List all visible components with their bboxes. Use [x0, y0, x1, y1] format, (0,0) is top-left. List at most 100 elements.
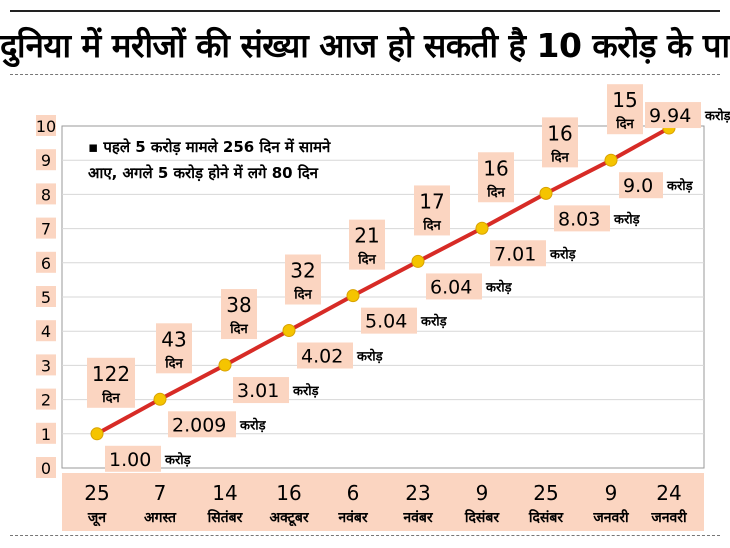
x-tick-month-6: दिसंबर — [464, 509, 501, 526]
annotation-line-1: आए, अगले 5 करोड़ होने में लगे 80 दिन — [88, 164, 319, 182]
data-point-3 — [282, 324, 296, 338]
days-label-6: 16 — [483, 156, 508, 180]
y-tick-bg-8 — [36, 183, 56, 205]
y-tick-bg-1 — [36, 422, 56, 444]
x-tick-month-8: जनवरी — [592, 509, 630, 526]
y-tick-label-10: 10 — [36, 117, 56, 136]
y-tick-bg-4 — [36, 320, 56, 342]
value-unit-4: करोड़ — [420, 314, 448, 330]
top-rule — [10, 10, 720, 12]
bottom-divider — [10, 535, 720, 536]
x-tick-day-6: 9 — [476, 481, 489, 505]
y-tick-bg-0 — [36, 457, 56, 478]
data-point-4 — [346, 289, 360, 303]
value-unit-9: करोड़ — [704, 108, 730, 124]
days-unit-5: दिन — [422, 217, 441, 233]
x-tick-month-3: अक्टूबर — [269, 510, 309, 527]
x-tick-day-9: 24 — [656, 481, 681, 505]
days-label-bg-5 — [414, 185, 450, 236]
x-tick-day-1: 7 — [154, 481, 167, 505]
days-label-bg-2 — [221, 289, 257, 340]
x-tick-day-4: 6 — [347, 481, 360, 505]
days-unit-6: दिन — [486, 184, 505, 200]
value-label-bg-2 — [233, 377, 289, 404]
days-unit-3: दिन — [293, 287, 312, 303]
days-unit-1: दिन — [164, 355, 183, 371]
value-label-bg-3 — [297, 342, 353, 369]
days-unit-0: दिन — [101, 390, 120, 406]
value-label-bg-5 — [426, 273, 482, 300]
days-unit-7: दिन — [550, 149, 569, 165]
data-point-5 — [411, 254, 425, 268]
value-unit-7: करोड़ — [613, 211, 641, 227]
x-tick-month-1: अगस्त — [144, 510, 177, 526]
y-tick-label-2: 2 — [41, 391, 51, 410]
title-divider — [10, 74, 720, 75]
y-tick-label-6: 6 — [41, 254, 51, 273]
y-tick-bg-9 — [36, 149, 56, 171]
value-label-7: 8.03 — [558, 208, 600, 230]
y-tick-label-0: 0 — [41, 459, 51, 478]
x-tick-day-7: 25 — [533, 481, 558, 505]
y-tick-label-1: 1 — [41, 425, 51, 444]
headline: दुनिया में मरीजों की संख्या आज हो सकती ह… — [0, 26, 730, 65]
days-label-8: 15 — [612, 88, 637, 112]
y-tick-label-4: 4 — [41, 322, 51, 341]
days-label-bg-0 — [87, 357, 135, 408]
value-label-bg-8 — [619, 172, 663, 199]
data-point-8 — [604, 153, 618, 167]
days-label-bg-7 — [542, 117, 578, 168]
x-tick-month-0: जून — [87, 510, 107, 527]
x-axis-band — [62, 473, 704, 531]
days-label-0: 122 — [92, 362, 130, 386]
y-tick-label-3: 3 — [41, 356, 51, 375]
data-point-0 — [90, 427, 104, 441]
days-label-4: 21 — [354, 224, 379, 248]
value-label-bg-6 — [490, 240, 546, 267]
x-tick-month-5: नवंबर — [402, 510, 434, 526]
value-unit-3: करोड़ — [356, 349, 384, 365]
x-tick-day-5: 23 — [405, 481, 430, 505]
value-label-0: 1.00 — [109, 449, 151, 471]
x-tick-month-7: दिसंबर — [528, 509, 565, 526]
days-label-1: 43 — [161, 327, 186, 351]
x-tick-day-8: 9 — [605, 481, 618, 505]
days-unit-2: दिन — [229, 321, 248, 337]
value-label-bg-4 — [361, 307, 417, 334]
days-unit-4: दिन — [357, 252, 376, 268]
y-tick-label-9: 9 — [41, 151, 51, 170]
y-tick-bg-3 — [36, 354, 56, 376]
value-label-bg-9 — [645, 102, 701, 129]
data-point-7 — [539, 186, 553, 200]
days-label-bg-3 — [285, 254, 321, 305]
series-line — [95, 126, 671, 436]
annotation-line-0: ▪ पहले 5 करोड़ मामले 256 दिन में सामने — [88, 138, 331, 156]
value-label-bg-0 — [105, 445, 161, 472]
value-unit-5: करोड़ — [485, 279, 513, 295]
x-tick-day-2: 14 — [212, 481, 237, 505]
days-label-bg-4 — [349, 219, 385, 270]
days-label-7: 16 — [547, 121, 572, 145]
value-label-6: 7.01 — [494, 243, 536, 265]
y-tick-bg-2 — [36, 388, 56, 410]
value-label-1: 2.009 — [172, 414, 226, 436]
data-point-2 — [218, 358, 232, 372]
value-unit-8: करोड़ — [666, 178, 694, 194]
value-unit-1: करोड़ — [239, 417, 267, 433]
days-label-bg-1 — [156, 323, 192, 374]
value-label-5: 6.04 — [430, 276, 472, 298]
days-unit-8: दिन — [615, 116, 634, 132]
data-point-6 — [475, 221, 489, 235]
value-label-bg-7 — [554, 205, 610, 232]
value-label-4: 5.04 — [365, 311, 407, 333]
y-tick-bg-10 — [36, 115, 56, 136]
value-label-8: 9.0 — [623, 175, 653, 197]
value-unit-6: करोड़ — [549, 246, 577, 262]
value-label-9: 9.94 — [649, 105, 691, 127]
days-label-bg-6 — [478, 152, 514, 203]
y-tick-bg-5 — [36, 286, 56, 307]
y-tick-bg-6 — [36, 251, 56, 273]
days-label-2: 38 — [226, 293, 251, 317]
y-tick-label-8: 8 — [41, 185, 51, 204]
